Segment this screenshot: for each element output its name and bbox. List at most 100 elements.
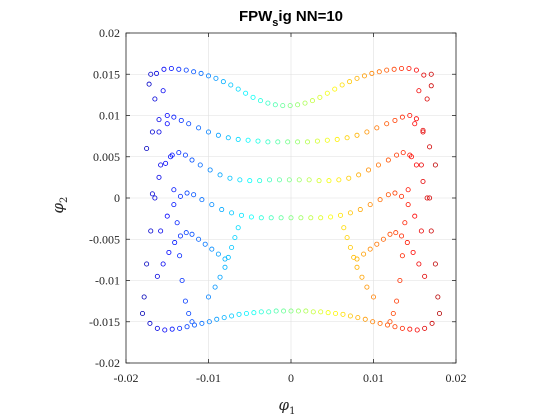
scatter-point — [364, 129, 370, 135]
scatter-point — [209, 246, 215, 252]
scatter-point — [384, 67, 390, 73]
scatter-point — [149, 191, 155, 197]
scatter-point — [337, 212, 343, 218]
scatter-point — [238, 212, 244, 218]
scatter-point — [235, 225, 241, 231]
y-axis-label: φ2 — [49, 197, 70, 214]
scatter-point — [392, 324, 398, 330]
scatter-point — [399, 193, 405, 199]
scatter-point — [229, 244, 235, 250]
scatter-point — [219, 207, 225, 213]
scatter-point — [295, 308, 301, 314]
scatter-point — [186, 310, 192, 316]
scatter-point — [377, 320, 383, 326]
scatter-point — [162, 327, 168, 333]
scatter-point — [235, 86, 241, 92]
scatter-point — [390, 310, 396, 316]
scatter-point — [217, 274, 223, 280]
scatter-point — [384, 121, 390, 127]
scatter-point — [385, 157, 391, 163]
scatter-point — [158, 162, 164, 168]
scatter-point — [148, 228, 154, 234]
scatter-point — [177, 325, 183, 331]
scatter-point — [407, 326, 413, 332]
scatter-point — [158, 228, 164, 234]
scatter-point — [276, 177, 282, 183]
scatter-point — [375, 162, 381, 168]
scatter-point — [179, 277, 185, 283]
scatter-point — [257, 178, 263, 184]
scatter-point — [432, 261, 438, 267]
chart-title: FPWsig NN=10 — [239, 8, 343, 29]
scatter-point — [407, 113, 413, 119]
scatter-point — [248, 214, 254, 220]
scatter-point — [344, 235, 350, 241]
scatter-point — [420, 127, 426, 133]
scatter-point — [295, 102, 301, 108]
scatter-point — [399, 325, 405, 331]
scatter-point — [328, 214, 334, 220]
scatter-point — [255, 138, 261, 144]
scatter-point — [243, 90, 249, 96]
scatter-point — [229, 313, 235, 319]
scatter-point — [178, 117, 184, 123]
scatter-point — [144, 261, 150, 267]
y-tick-label: -0.01 — [95, 274, 120, 288]
scatter-point — [364, 284, 370, 290]
scatter-point — [314, 138, 320, 144]
scatter-point — [359, 274, 365, 280]
scatter-point — [427, 144, 433, 150]
scatter-point — [154, 325, 160, 331]
scatter-point — [156, 117, 162, 123]
scatter-point — [369, 70, 375, 76]
y-tick-label: 0.01 — [99, 109, 120, 123]
scatter-point — [424, 96, 430, 102]
scatter-point — [416, 88, 422, 94]
scatter-point — [212, 284, 218, 290]
scatter-point — [361, 73, 367, 79]
scatter-point — [169, 152, 175, 158]
x-axis-subscript: 1 — [289, 406, 295, 417]
scatter-point — [399, 253, 405, 259]
scatter-point — [414, 327, 420, 333]
scatter-point — [413, 162, 419, 168]
scatter-point — [237, 177, 243, 183]
scatter-point — [146, 81, 152, 87]
scatter-point — [420, 129, 426, 135]
scatter-point — [160, 261, 166, 267]
scatter-point — [346, 175, 352, 181]
scatter-point — [428, 83, 434, 89]
scatter-point — [174, 220, 180, 226]
scatter-point — [306, 177, 312, 183]
scatter-point — [214, 316, 220, 322]
title-subscript: s — [272, 17, 278, 29]
x-tick-label: -0.01 — [196, 371, 221, 385]
scatter-point — [287, 103, 293, 109]
scatter-point — [280, 103, 286, 109]
scatter-point — [341, 225, 347, 231]
scatter-point — [217, 172, 223, 178]
scatter-point — [407, 152, 413, 158]
scatter-point — [247, 178, 253, 184]
scatter-point — [332, 86, 338, 92]
scatter-point — [149, 129, 155, 135]
scatter-point — [152, 195, 158, 201]
scatter-point — [281, 308, 287, 314]
scatter-point — [393, 230, 399, 236]
scatter-point — [380, 236, 386, 242]
scatter-point — [397, 277, 403, 283]
scatter-point — [354, 75, 360, 81]
scatter-point — [308, 215, 314, 221]
scatter-point — [196, 236, 202, 242]
scatter-point — [347, 79, 353, 85]
scatter-point — [422, 325, 428, 331]
scatter-point — [235, 136, 241, 142]
scatter-point — [354, 132, 360, 138]
scatter-point — [394, 152, 400, 158]
scatter-point — [418, 228, 424, 234]
scatter-point — [196, 125, 202, 131]
scatter-point — [436, 310, 442, 316]
scatter-point — [199, 197, 205, 203]
scatter-point — [202, 241, 208, 247]
